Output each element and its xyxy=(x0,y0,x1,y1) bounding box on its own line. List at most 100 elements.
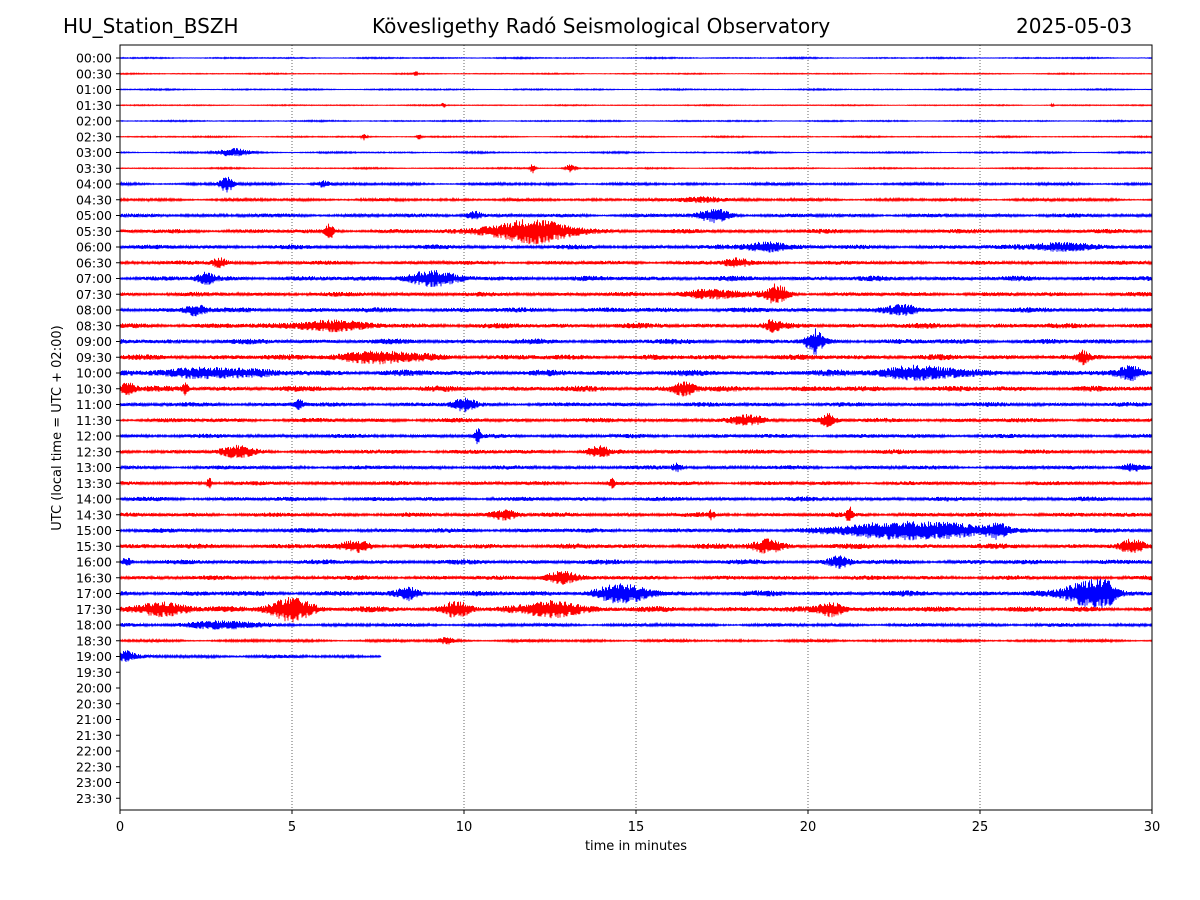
y-tick-label: 06:30 xyxy=(76,255,112,270)
y-tick-label: 00:30 xyxy=(76,66,112,81)
trace-row-0800 xyxy=(119,303,1153,317)
y-tick-label: 00:00 xyxy=(76,51,112,66)
y-tick-label: 13:00 xyxy=(76,460,112,475)
y-tick-label: 13:30 xyxy=(76,476,112,491)
y-tick-label: 21:00 xyxy=(76,712,112,727)
y-tick-label: 14:00 xyxy=(76,492,112,507)
trace-row-0830 xyxy=(119,319,1153,333)
trace-row-1430 xyxy=(119,506,1153,521)
y-tick-label: 06:00 xyxy=(76,240,112,255)
y-tick-label: 11:00 xyxy=(76,397,112,412)
trace-row-1100 xyxy=(119,397,1153,413)
y-tick-label: 03:00 xyxy=(76,145,112,160)
trace-row-1330 xyxy=(119,477,1153,489)
y-tick-label: 20:30 xyxy=(76,696,112,711)
trace-row-1700 xyxy=(119,578,1153,609)
trace-row-1830 xyxy=(119,637,1153,645)
trace-row-1530 xyxy=(119,538,1153,554)
y-tick-label: 02:00 xyxy=(76,114,112,129)
y-tick-label: 12:00 xyxy=(76,429,112,444)
trace-row-1130 xyxy=(119,413,1153,428)
trace-row-0200 xyxy=(119,118,1153,123)
trace-row-0600 xyxy=(119,241,1153,253)
x-tick-label: 5 xyxy=(288,820,296,835)
y-tick-label: 07:00 xyxy=(76,271,112,286)
trace-row-1800 xyxy=(119,620,1153,630)
y-tick-label: 16:00 xyxy=(76,555,112,570)
x-tick-label: 20 xyxy=(800,820,817,835)
trace-row-0130 xyxy=(119,102,1153,109)
trace-row-0300 xyxy=(119,148,1153,157)
y-axis-label: UTC (local time = UTC + 02:00) xyxy=(50,325,65,530)
y-tick-label: 17:00 xyxy=(76,586,112,601)
trace-row-0000 xyxy=(119,56,1153,60)
y-tick-label: 16:30 xyxy=(76,570,112,585)
y-tick-label: 22:30 xyxy=(76,759,112,774)
trace-row-0630 xyxy=(119,257,1153,269)
y-tick-label: 21:30 xyxy=(76,728,112,743)
trace-row-1030 xyxy=(119,381,1153,397)
y-tick-label: 09:30 xyxy=(76,350,112,365)
y-tick-label: 22:00 xyxy=(76,744,112,759)
trace-row-0900 xyxy=(119,328,1153,355)
grid-lines xyxy=(291,45,981,810)
trace-row-1400 xyxy=(119,496,1153,503)
record-date: 2025-05-03 xyxy=(1016,14,1133,38)
y-tick-label: 01:30 xyxy=(76,98,112,113)
y-tick-label: 12:30 xyxy=(76,444,112,459)
y-tick-label: 02:30 xyxy=(76,129,112,144)
trace-row-0430 xyxy=(119,196,1153,204)
x-axis: 0 5 10 15 20 25 30 xyxy=(116,810,1160,835)
y-tick-label: 18:30 xyxy=(76,633,112,648)
y-tick-label: 08:30 xyxy=(76,318,112,333)
y-tick-label: 07:30 xyxy=(76,287,112,302)
y-tick-label: 15:30 xyxy=(76,539,112,554)
trace-row-1630 xyxy=(119,570,1153,586)
y-tick-label: 15:00 xyxy=(76,523,112,538)
trace-area xyxy=(119,56,1153,663)
trace-row-0100 xyxy=(119,87,1153,92)
trace-row-1900 xyxy=(119,650,382,663)
trace-row-0530 xyxy=(119,219,1153,245)
trace-row-0400 xyxy=(119,176,1153,193)
y-tick-label: 04:30 xyxy=(76,192,112,207)
y-tick-label: 14:30 xyxy=(76,507,112,522)
y-tick-label: 05:00 xyxy=(76,208,112,223)
y-tick-label: 09:00 xyxy=(76,334,112,349)
trace-row-0500 xyxy=(119,208,1153,224)
y-tick-label: 17:30 xyxy=(76,602,112,617)
y-tick-label: 18:00 xyxy=(76,618,112,633)
trace-row-0330 xyxy=(119,164,1153,174)
y-tick-label: 03:30 xyxy=(76,161,112,176)
x-tick-label: 0 xyxy=(116,820,124,835)
trace-row-1200 xyxy=(119,428,1153,445)
x-tick-label: 30 xyxy=(1144,820,1161,835)
trace-row-1230 xyxy=(119,444,1153,459)
y-tick-label: 19:00 xyxy=(76,649,112,664)
y-tick-label: 01:00 xyxy=(76,82,112,97)
y-tick-label: 23:00 xyxy=(76,775,112,790)
trace-row-0230 xyxy=(119,134,1153,141)
trace-row-1500 xyxy=(119,520,1153,541)
trace-row-1300 xyxy=(119,462,1153,473)
x-tick-label: 15 xyxy=(628,820,645,835)
y-tick-label: 20:00 xyxy=(76,681,112,696)
station-name: HU_Station_BSZH xyxy=(63,14,239,38)
trace-row-1730 xyxy=(119,596,1153,623)
trace-row-0730 xyxy=(119,283,1153,304)
y-tick-label: 04:00 xyxy=(76,177,112,192)
y-tick-label: 08:00 xyxy=(76,303,112,318)
y-tick-label: 19:30 xyxy=(76,665,112,680)
x-tick-label: 10 xyxy=(456,820,473,835)
y-tick-label: 10:30 xyxy=(76,381,112,396)
trace-row-0930 xyxy=(119,349,1153,366)
trace-row-1000 xyxy=(119,364,1153,382)
x-axis-label: time in minutes xyxy=(585,839,687,854)
trace-row-0030 xyxy=(119,70,1153,76)
y-tick-label: 23:30 xyxy=(76,791,112,806)
trace-row-0700 xyxy=(119,269,1153,287)
x-tick-label: 25 xyxy=(972,820,989,835)
trace-row-1600 xyxy=(119,555,1153,569)
